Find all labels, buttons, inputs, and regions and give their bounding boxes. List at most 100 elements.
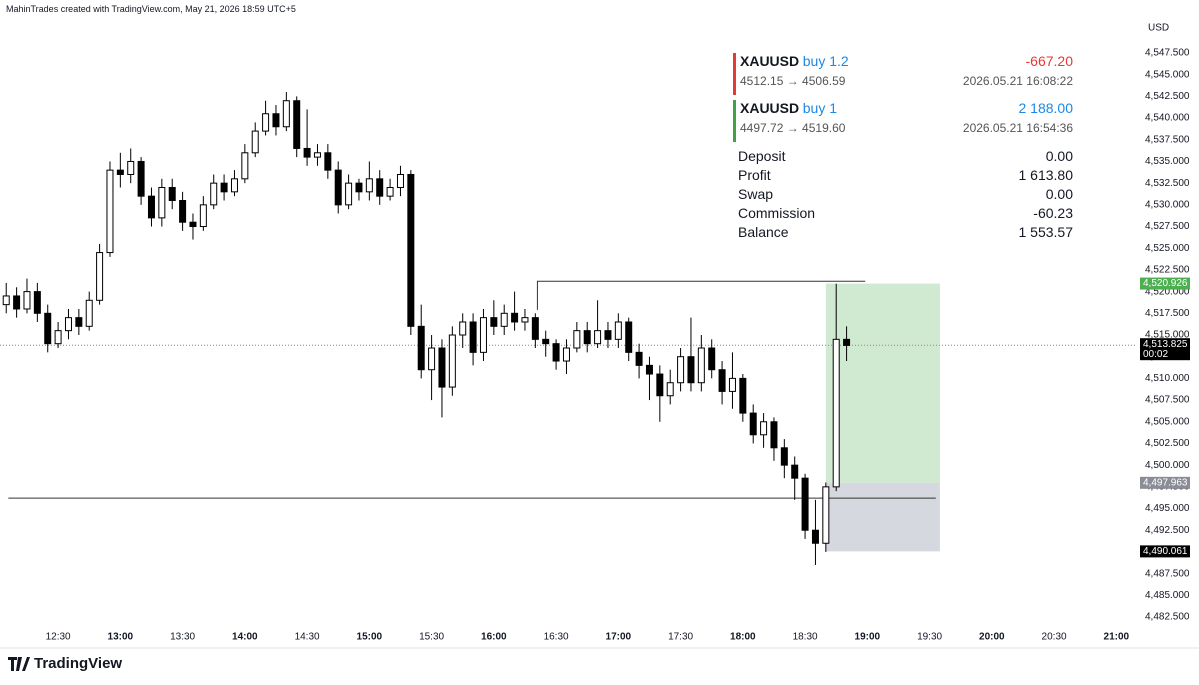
summary-value: 1 613.80 [1018, 167, 1074, 183]
x-tick-label: 12:30 [46, 632, 71, 643]
y-tick-label: 4,515.000 [1145, 330, 1190, 341]
candle-body [137, 160, 145, 197]
candle-body [635, 351, 643, 366]
candle-body [749, 412, 757, 436]
candle-body [210, 182, 218, 206]
summary-value: 1 553.57 [1018, 224, 1074, 240]
candle-body [334, 169, 342, 206]
x-tick-label: 13:00 [108, 632, 134, 643]
candle-body [64, 317, 72, 332]
candle-body [625, 321, 633, 353]
price-label-box [1140, 476, 1190, 489]
y-tick-label: 4,537.500 [1145, 134, 1190, 145]
candle-body [718, 369, 726, 392]
countdown: 00:02 [1143, 349, 1168, 360]
summary-label: Balance [738, 224, 789, 240]
x-tick-label: 15:30 [419, 632, 444, 643]
candle-body [708, 347, 716, 371]
time: 2026.05.21 16:08:22 [962, 74, 1073, 88]
y-tick-label: 4,517.500 [1145, 308, 1190, 319]
candle-body [687, 356, 695, 384]
trade: XAUUSD buy 1.2 -667.20 4512.15 → 4506.59 20… [733, 53, 1073, 95]
candle-body [396, 173, 404, 188]
candle-body [241, 152, 249, 180]
candle-body [459, 321, 467, 336]
candle-body [656, 373, 664, 397]
side: buy 1.2 [802, 53, 849, 69]
summary-label: Commission [738, 205, 816, 221]
trade: XAUUSD buy 1 2 188.00 4497.72 → 4519.60 202… [733, 100, 1073, 142]
candle-body [324, 152, 332, 171]
x-tick-label: 16:30 [544, 632, 569, 643]
candle-body [760, 421, 768, 436]
summary-label: Swap [738, 186, 774, 202]
candle-body [469, 321, 477, 353]
candle-body [158, 186, 166, 219]
y-tick-label: 4,530.000 [1145, 199, 1190, 210]
candle-body [542, 338, 550, 345]
candle-body [594, 330, 602, 345]
prices: 4512.15 → 4506.59 [740, 74, 846, 88]
candle-body [96, 252, 104, 301]
candle-body [85, 299, 93, 327]
loss-zone [825, 482, 940, 552]
candle-body [843, 338, 851, 346]
y-tick-label: 4,492.500 [1145, 525, 1190, 536]
y-tick-label: 4,542.500 [1145, 91, 1190, 102]
candle-body [780, 447, 788, 466]
summary-value: -60.23 [1033, 205, 1073, 221]
candle-body [147, 195, 155, 219]
current-price-box [1140, 338, 1190, 361]
candle-body [179, 200, 187, 223]
candle-body [728, 377, 736, 392]
candle-body [500, 312, 508, 327]
candle-body [355, 182, 363, 193]
y-tick-label: 4,547.500 [1145, 48, 1190, 59]
header: MahinTrades created with TradingView.com… [6, 4, 296, 14]
summary-row: Commission -60.23 [738, 204, 1073, 223]
price-label-box [1140, 277, 1190, 290]
y-tick-label: 4,527.500 [1145, 221, 1190, 232]
price-label-box [1140, 545, 1190, 558]
summary-label: Deposit [738, 148, 786, 164]
side: buy 1 [802, 100, 837, 116]
trade-title: XAUUSD buy 1.2 [740, 53, 849, 69]
candle-body [189, 221, 197, 228]
candle-body [614, 321, 622, 340]
y-tick-label: 4,487.500 [1145, 568, 1190, 579]
x-tick-label: 16:00 [481, 632, 507, 643]
y-tick-label: 4,540.000 [1145, 113, 1190, 124]
trade-row: XAUUSD buy 1 2 188.00 [740, 100, 1073, 116]
candle-body [521, 317, 529, 323]
candle-body [2, 295, 10, 306]
y-tick-label: 4,510.000 [1145, 373, 1190, 384]
candle-body [666, 382, 674, 397]
x-tick-label: 20:30 [1042, 632, 1067, 643]
candle-body [573, 330, 581, 349]
y-tick-label: 4,545.000 [1145, 69, 1190, 80]
drawn-line [536, 280, 866, 310]
candle-body [604, 330, 612, 340]
price-label: 4,490.061 [1143, 546, 1188, 557]
current-price-label: 4,513.825 [1143, 339, 1188, 350]
candle-body [365, 178, 373, 193]
price-label: 4,497.963 [1143, 477, 1188, 488]
y-tick-label: 4,507.500 [1145, 395, 1190, 406]
x-tick-label: 15:00 [357, 632, 383, 643]
symbol: XAUUSD [740, 100, 800, 116]
y-tick-label: 4,502.500 [1145, 438, 1190, 449]
x-tick-label: 19:30 [917, 632, 942, 643]
candle-body [230, 178, 238, 193]
x-tick-label: 21:00 [1104, 632, 1130, 643]
candle-body [376, 178, 384, 197]
y-tick-label: 4,522.500 [1145, 265, 1190, 276]
profit-zone [825, 283, 940, 483]
candle-body [272, 113, 280, 128]
x-tick-label: 20:00 [979, 632, 1005, 643]
candle-body [168, 186, 176, 202]
y-tick-label: 4,520.000 [1145, 286, 1190, 297]
summary-row: Profit 1 613.80 [738, 166, 1073, 185]
trade-row: 4512.15 → 4506.59 2026.05.21 16:08:22 [740, 74, 1073, 88]
summary-label: Profit [738, 167, 771, 183]
